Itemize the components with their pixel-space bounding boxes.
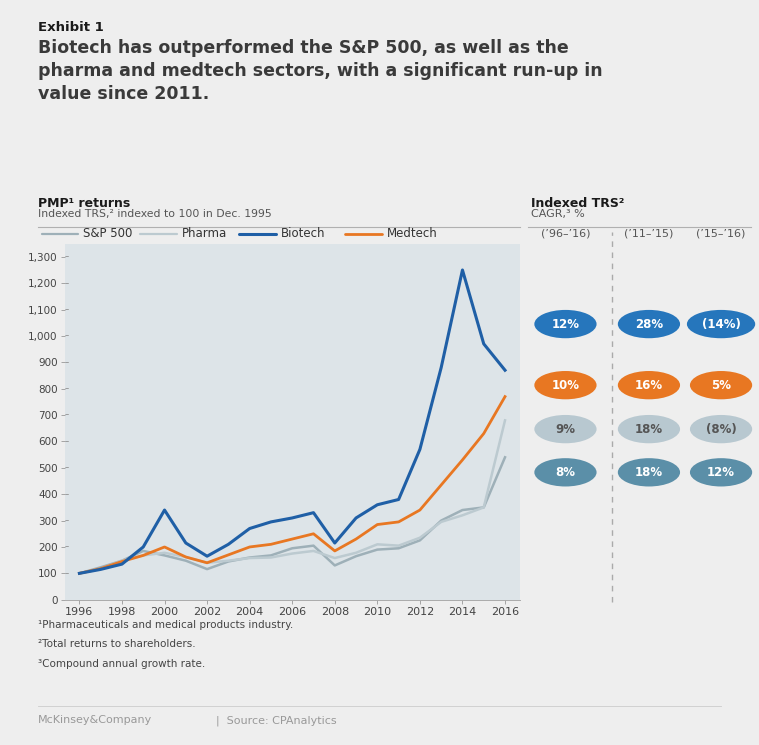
Ellipse shape xyxy=(534,415,597,443)
Ellipse shape xyxy=(690,458,752,486)
Text: 9%: 9% xyxy=(556,422,575,436)
Ellipse shape xyxy=(618,458,680,486)
Text: 5%: 5% xyxy=(711,378,731,392)
Ellipse shape xyxy=(618,310,680,338)
Text: 12%: 12% xyxy=(707,466,735,479)
Text: Medtech: Medtech xyxy=(387,227,438,241)
Text: (8%): (8%) xyxy=(706,422,736,436)
Text: 16%: 16% xyxy=(635,378,663,392)
Text: –: – xyxy=(65,279,69,288)
Text: 18%: 18% xyxy=(635,466,663,479)
Text: –: – xyxy=(65,410,69,419)
Text: Exhibit 1: Exhibit 1 xyxy=(38,21,104,34)
Ellipse shape xyxy=(618,371,680,399)
Text: –: – xyxy=(65,384,69,393)
Text: Biotech has outperformed the S&P 500, as well as the
pharma and medtech sectors,: Biotech has outperformed the S&P 500, as… xyxy=(38,39,603,103)
Text: Biotech: Biotech xyxy=(281,227,326,241)
Ellipse shape xyxy=(687,310,755,338)
Ellipse shape xyxy=(534,458,597,486)
Text: McKinsey&Company: McKinsey&Company xyxy=(38,715,153,725)
Text: CAGR,³ %: CAGR,³ % xyxy=(531,209,585,219)
Text: (’96–’16): (’96–’16) xyxy=(540,229,591,239)
Text: –: – xyxy=(65,358,69,367)
Text: 28%: 28% xyxy=(635,317,663,331)
Text: –: – xyxy=(65,305,69,314)
Text: (14%): (14%) xyxy=(701,317,741,331)
Text: –: – xyxy=(65,542,69,551)
Text: ¹Pharmaceuticals and medical products industry.: ¹Pharmaceuticals and medical products in… xyxy=(38,620,293,630)
Text: Pharma: Pharma xyxy=(182,227,228,241)
Ellipse shape xyxy=(534,371,597,399)
Text: S&P 500: S&P 500 xyxy=(83,227,133,241)
Text: –: – xyxy=(65,463,69,472)
Ellipse shape xyxy=(690,371,752,399)
Text: 18%: 18% xyxy=(635,422,663,436)
Ellipse shape xyxy=(618,415,680,443)
Ellipse shape xyxy=(534,310,597,338)
Text: (’15–’16): (’15–’16) xyxy=(696,229,746,239)
Text: –: – xyxy=(65,437,69,446)
Text: –: – xyxy=(65,253,69,261)
Text: |  Source: CPAnalytics: | Source: CPAnalytics xyxy=(216,715,337,726)
Text: 8%: 8% xyxy=(556,466,575,479)
Text: ²Total returns to shareholders.: ²Total returns to shareholders. xyxy=(38,639,196,649)
Text: 10%: 10% xyxy=(552,378,579,392)
Text: –: – xyxy=(65,569,69,578)
Text: –: – xyxy=(65,516,69,525)
Text: –: – xyxy=(65,489,69,498)
Text: PMP¹ returns: PMP¹ returns xyxy=(38,197,131,210)
Text: Indexed TRS²: Indexed TRS² xyxy=(531,197,625,210)
Text: –: – xyxy=(65,332,69,340)
Text: Indexed TRS,² indexed to 100 in Dec. 1995: Indexed TRS,² indexed to 100 in Dec. 199… xyxy=(38,209,272,219)
Text: 12%: 12% xyxy=(552,317,579,331)
Ellipse shape xyxy=(690,415,752,443)
Text: ³Compound annual growth rate.: ³Compound annual growth rate. xyxy=(38,659,205,668)
Text: (’11–’15): (’11–’15) xyxy=(624,229,674,239)
